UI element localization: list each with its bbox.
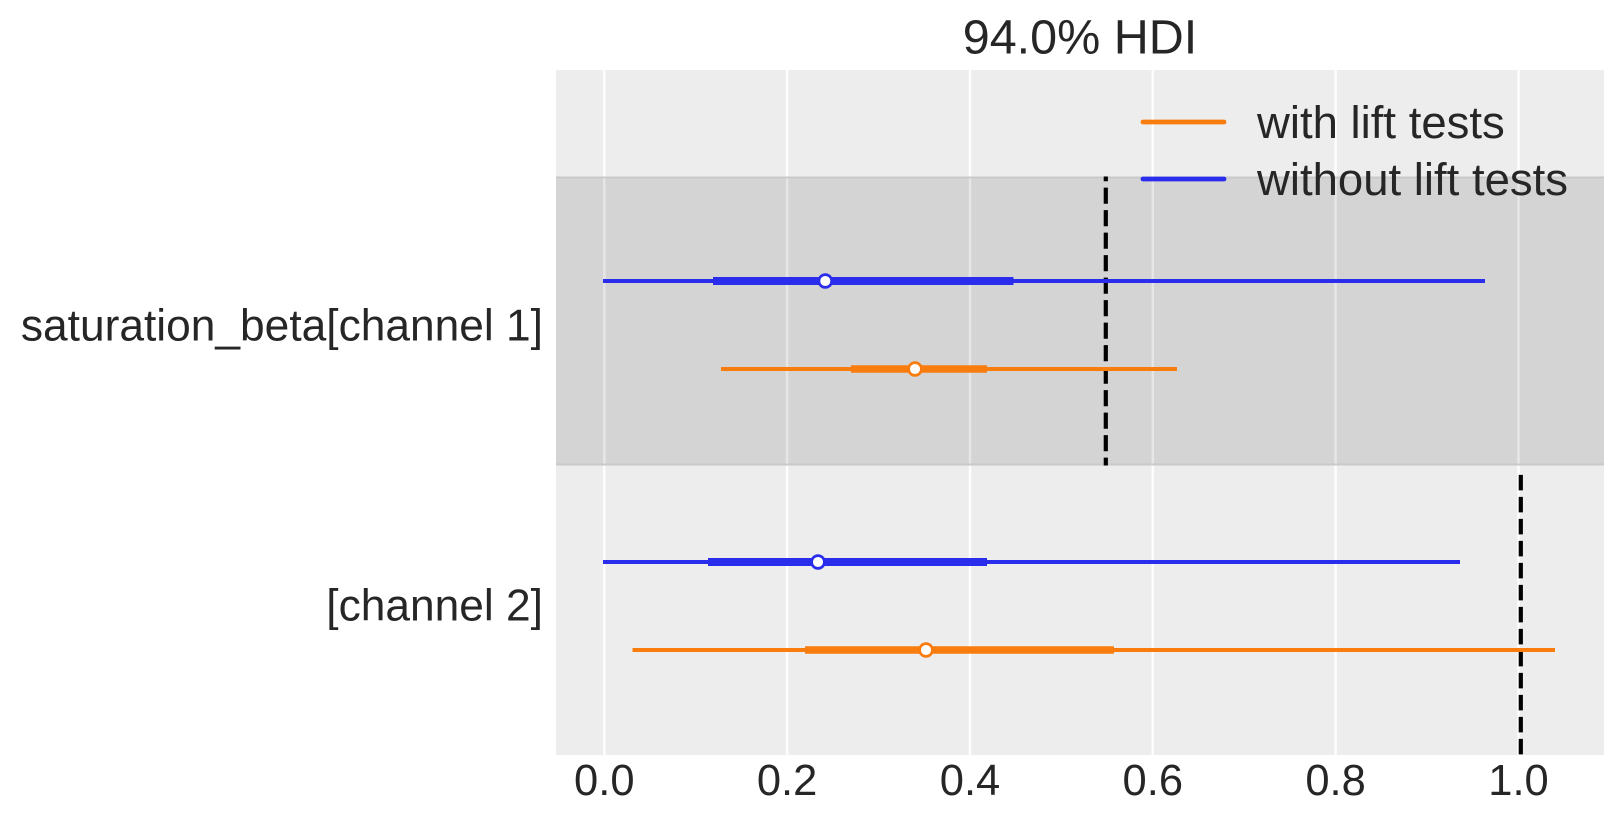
svg-text:[channel 2]: [channel 2] xyxy=(326,582,543,631)
svg-text:with lift tests: with lift tests xyxy=(1256,97,1505,148)
svg-text:0.6: 0.6 xyxy=(1123,757,1183,805)
svg-text:without lift tests: without lift tests xyxy=(1256,154,1568,205)
svg-text:saturation_beta[channel 1]: saturation_beta[channel 1] xyxy=(21,302,543,351)
svg-text:94.0% HDI: 94.0% HDI xyxy=(963,11,1198,65)
svg-text:0.8: 0.8 xyxy=(1305,757,1365,805)
svg-text:0.4: 0.4 xyxy=(940,757,1000,805)
svg-text:0.2: 0.2 xyxy=(757,757,817,805)
svg-text:0.0: 0.0 xyxy=(574,757,634,805)
svg-text:1.0: 1.0 xyxy=(1488,757,1548,805)
